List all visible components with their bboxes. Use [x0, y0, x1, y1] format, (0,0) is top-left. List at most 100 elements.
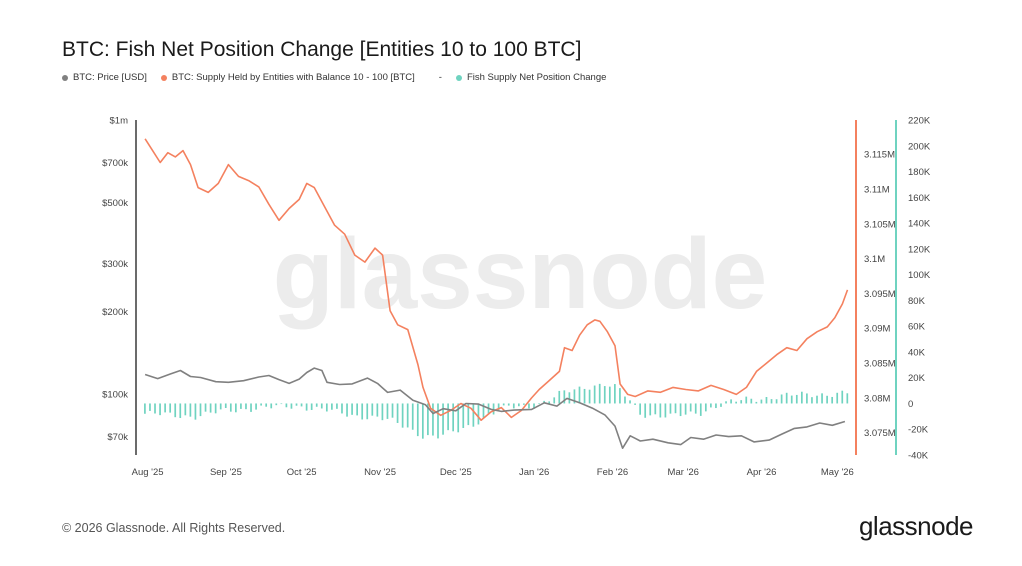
netpos-bar	[381, 403, 384, 421]
x-tick-label: Apr '26	[747, 467, 777, 478]
netpos-bar	[806, 393, 808, 404]
netpos-bar	[411, 403, 414, 430]
netpos-bar	[639, 403, 641, 415]
supply-tick-label: 3.09M	[864, 324, 890, 335]
netpos-bar	[760, 399, 763, 404]
netpos-bar	[790, 395, 793, 404]
x-tick-label: Sep '25	[210, 467, 242, 478]
netpos-bar	[144, 403, 146, 414]
netpos-bar	[740, 400, 743, 404]
netpos-bar	[548, 401, 551, 404]
netpos-bar	[745, 396, 748, 404]
netpos-bar	[265, 403, 268, 407]
netpos-tick-label: 120K	[908, 244, 931, 255]
netpos-tick-label: 40K	[908, 347, 926, 358]
netpos-bar	[558, 390, 561, 404]
netpos-bar	[831, 396, 834, 404]
netpos-bar	[841, 390, 844, 404]
netpos-bar	[528, 403, 530, 409]
netpos-bar	[154, 403, 156, 414]
netpos-bar	[310, 403, 313, 410]
netpos-bar	[149, 403, 151, 411]
netpos-bar	[315, 403, 318, 407]
legend-netpos-label: Fish Supply Net Position Change	[466, 72, 607, 83]
netpos-bar	[553, 397, 556, 404]
netpos-bar	[750, 398, 753, 404]
legend-separator: -	[438, 72, 442, 83]
x-tick-label: Aug '25	[132, 467, 164, 478]
x-tick-label: May '26	[821, 467, 854, 478]
netpos-bar	[462, 403, 465, 428]
netpos-bar	[204, 403, 207, 412]
netpos-bar	[608, 386, 611, 404]
legend-item-supply[interactable]: BTC: Supply Held by Entities with Balanc…	[160, 72, 415, 83]
x-tick-label: Feb '26	[597, 467, 628, 478]
netpos-bar	[593, 385, 596, 404]
netpos-bar	[174, 403, 177, 418]
netpos-bar	[563, 390, 566, 404]
netpos-bar	[699, 403, 702, 416]
supply-tick-label: 3.095M	[864, 289, 896, 300]
netpos-bar	[169, 403, 172, 413]
netpos-bar	[492, 403, 495, 415]
x-tick-label: Oct '25	[287, 467, 317, 478]
netpos-bar	[800, 391, 803, 404]
legend-item-netpos[interactable]: Fish Supply Net Position Change	[455, 72, 607, 83]
netpos-bar	[396, 403, 399, 423]
netpos-bar	[664, 403, 667, 418]
netpos-bar	[300, 403, 303, 407]
netpos-tick-label: 80K	[908, 296, 926, 307]
left-tick-label: $100k	[102, 390, 128, 401]
netpos-bar	[578, 386, 581, 404]
netpos-bar	[477, 403, 480, 425]
netpos-bar	[159, 403, 161, 416]
netpos-bar	[523, 403, 525, 405]
netpos-bar	[437, 403, 439, 439]
netpos-bar	[224, 403, 227, 408]
supply-line	[144, 138, 849, 421]
supply-axis: 3.115M 3.11M 3.105M 3.1M 3.095M 3.09M 3.085M 3.…	[855, 120, 896, 455]
netpos-bar	[406, 403, 409, 428]
netpos-bar	[826, 395, 828, 404]
netpos-bar	[538, 403, 540, 405]
netpos-bar	[416, 403, 419, 437]
netpos-bar	[219, 403, 222, 410]
netpos-bar	[619, 388, 621, 404]
x-tick-label: Jan '26	[519, 467, 549, 478]
netpos-bar	[305, 403, 308, 411]
netpos-bar	[442, 403, 444, 435]
supply-tick-label: 3.08M	[864, 393, 890, 404]
left-tick-label: $200k	[102, 307, 128, 318]
x-tick-label: Mar '26	[668, 467, 699, 478]
netpos-bar	[624, 396, 626, 404]
supply-tick-label: 3.075M	[864, 428, 896, 439]
netpos-tick-label: 60K	[908, 322, 926, 333]
netpos-bar	[331, 403, 333, 410]
netpos-bar	[614, 384, 616, 404]
netpos-bar	[679, 403, 682, 417]
netpos-tick-label: 180K	[908, 167, 931, 178]
netpos-bar	[811, 397, 813, 404]
netpos-bar	[533, 403, 535, 409]
netpos-bar	[644, 403, 647, 418]
netpos-bar	[629, 400, 631, 404]
netpos-bar	[785, 392, 788, 404]
netpos-bar	[235, 403, 237, 413]
legend-supply-label: BTC: Supply Held by Entities with Balanc…	[171, 72, 415, 83]
netpos-bar	[341, 403, 343, 414]
left-tick-label: $70k	[107, 432, 128, 443]
supply-tick-label: 3.1M	[864, 254, 885, 265]
netpos-bar	[250, 403, 252, 412]
netpos-tick-label: 100K	[908, 270, 931, 281]
netpos-bar	[765, 396, 768, 404]
netpos-bar	[325, 403, 328, 412]
legend-item-price[interactable]: BTC: Price [USD]	[62, 72, 147, 83]
netpos-bar	[189, 403, 192, 417]
netpos-bar	[720, 403, 722, 407]
netpos-tick-label: 220K	[908, 116, 931, 127]
netpos-bar	[255, 403, 257, 410]
legend-netpos-swatch	[455, 74, 462, 81]
netpos-bar	[285, 403, 288, 408]
netpos-bar	[260, 403, 262, 406]
left-tick-label: $300k	[102, 259, 128, 270]
